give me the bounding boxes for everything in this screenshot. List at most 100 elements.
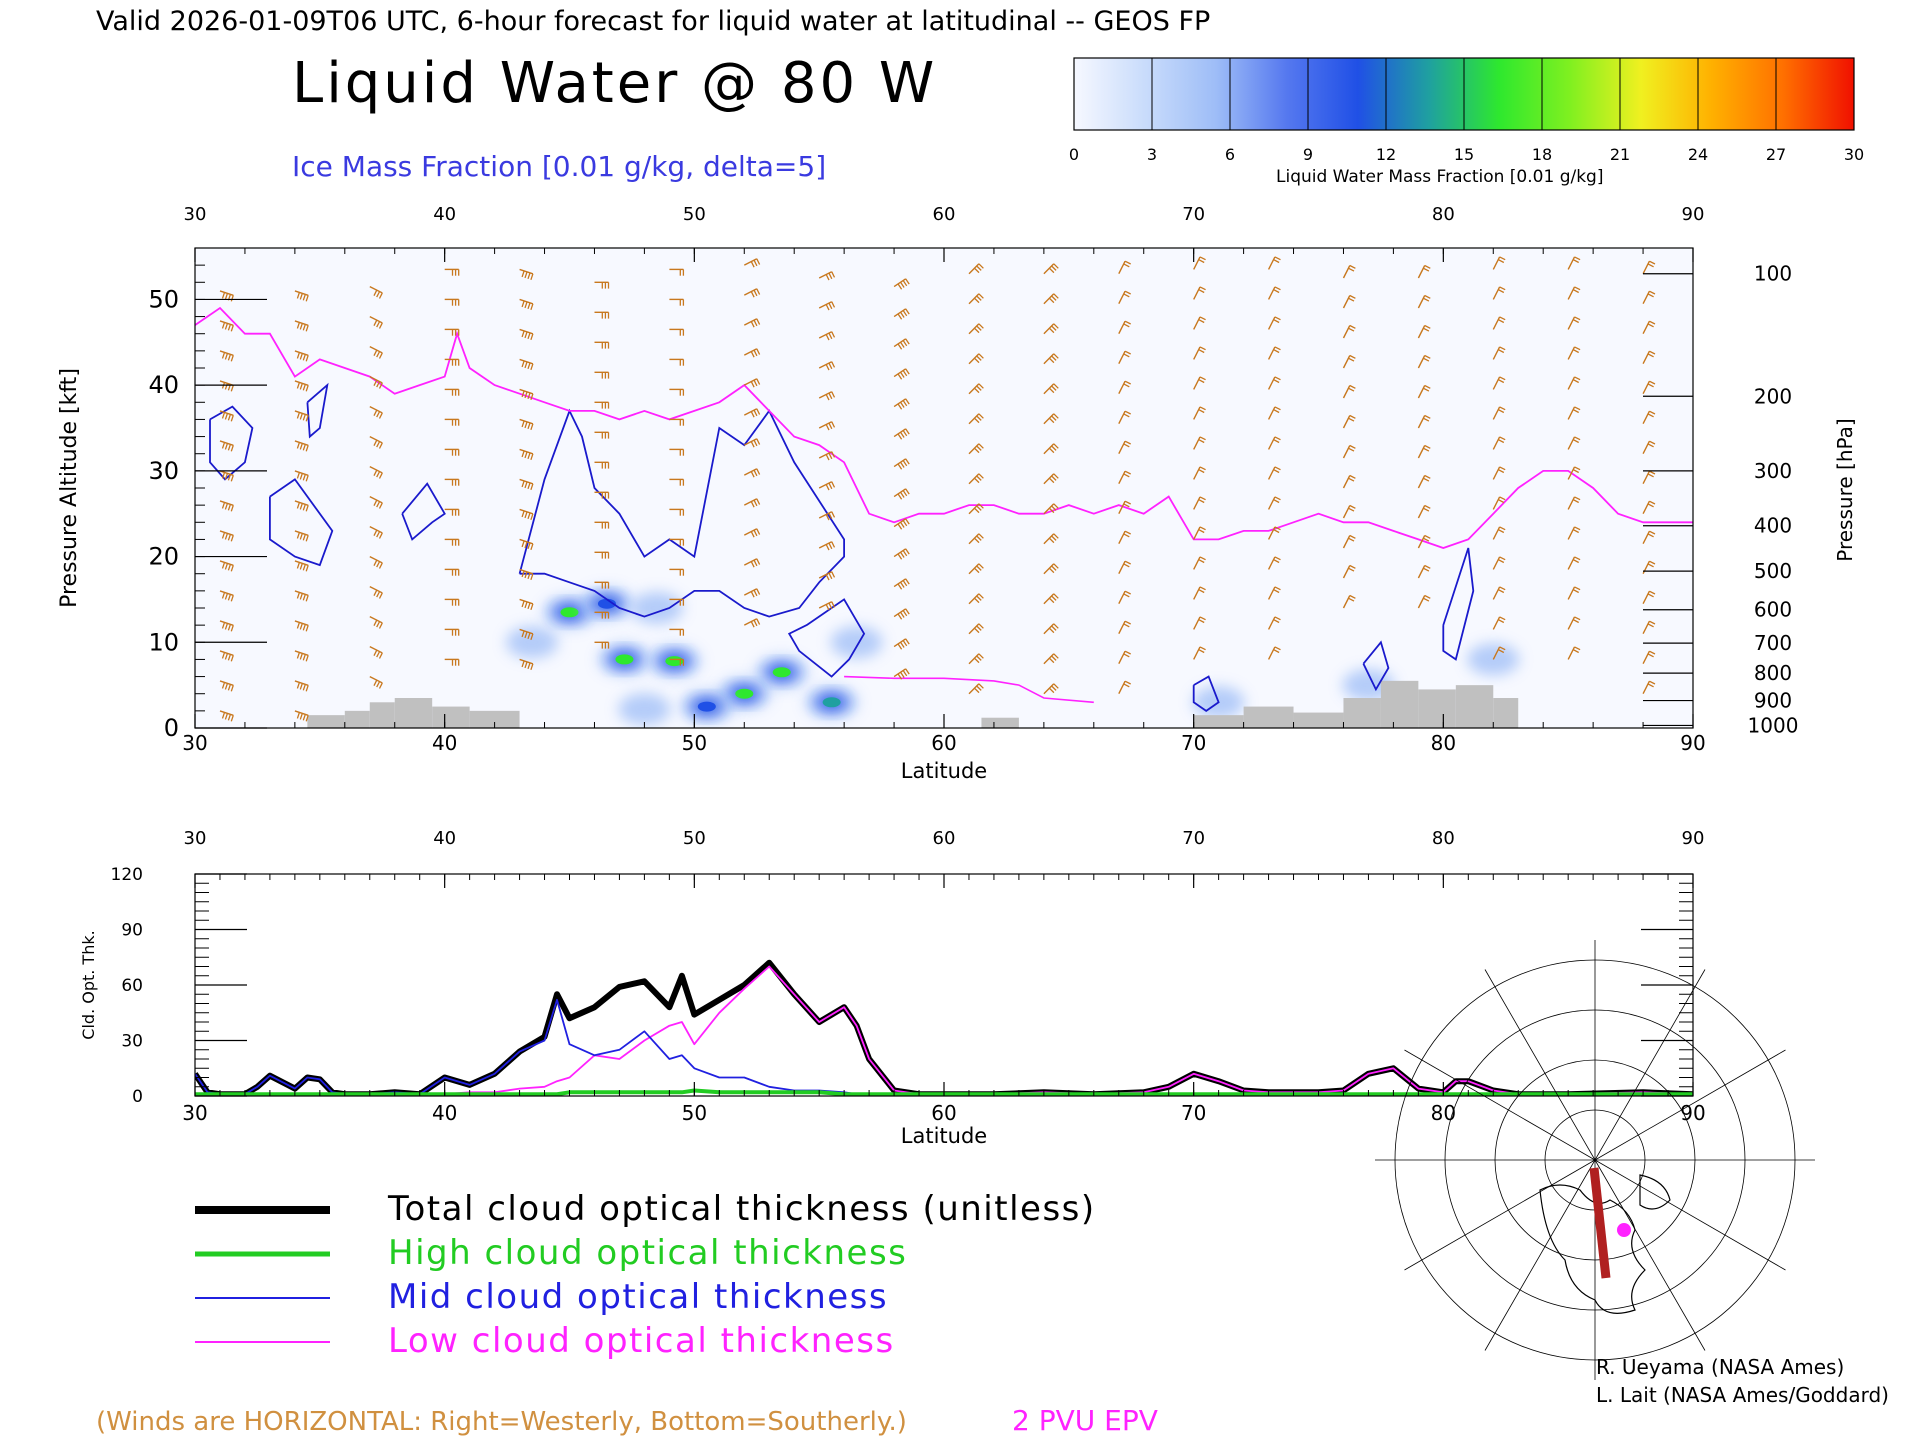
wind-barb — [968, 593, 984, 605]
topography-bar — [369, 702, 395, 728]
wind-barb — [669, 388, 685, 396]
pressure-tick-label: 300 — [1754, 459, 1792, 483]
liquid-water-peak — [615, 654, 634, 665]
x-tick-label: 40 — [432, 1101, 457, 1125]
wind-barb — [1567, 436, 1581, 450]
wind-barb — [818, 451, 836, 461]
wind-barb — [743, 408, 761, 418]
legend-label: High cloud optical thickness — [388, 1233, 907, 1273]
wind-barb — [1567, 316, 1581, 330]
colorbar-tick-label: 15 — [1454, 145, 1474, 164]
colorbar-tick-label: 9 — [1303, 145, 1313, 164]
wind-barb — [594, 551, 610, 559]
wind-barb — [1567, 466, 1581, 480]
wind-barb — [893, 638, 910, 650]
wind-barb — [1043, 473, 1059, 485]
wind-barb — [369, 675, 383, 689]
wind-barb — [369, 495, 383, 509]
wind-barb — [369, 465, 383, 479]
wind-barb — [1567, 256, 1581, 270]
wind-barb — [1492, 376, 1506, 390]
wind-barb — [1642, 320, 1656, 335]
wind-barb — [743, 378, 761, 388]
wind-barb — [1417, 444, 1431, 459]
x-tick-label: 30 — [182, 731, 207, 755]
wind-barb — [1043, 593, 1059, 605]
map-meridian — [1594, 1049, 1786, 1161]
liquid-water-peak — [697, 701, 716, 712]
wind-barb — [893, 308, 910, 320]
wind-barb — [219, 530, 234, 542]
wind-barb — [1492, 496, 1506, 510]
x-tick-label-top: 40 — [433, 204, 456, 225]
ice-contour — [401, 482, 446, 541]
liquid-water-peak — [665, 656, 684, 667]
wind-barb — [1342, 444, 1356, 459]
valid-line: Valid 2026-01-09T06 UTC, 6-hour forecast… — [96, 6, 1210, 37]
wind-barb — [1492, 346, 1506, 360]
wind-barb — [294, 530, 309, 542]
wind-barb — [743, 528, 761, 538]
wind-barb — [1642, 350, 1656, 365]
wind-barb — [1642, 410, 1656, 425]
wind-barb — [1417, 384, 1431, 399]
wind-barb — [369, 615, 383, 629]
topography-bar — [1455, 685, 1494, 728]
pressure-tick-label: 600 — [1754, 598, 1792, 622]
wind-barb — [669, 658, 685, 666]
bottom-plot-background — [195, 874, 1693, 1096]
cloud-optical-thickness-plot: 30 30 40 40 50 50 60 60 70 70 80 80 90 90 0 30 60 90 120 — [111, 828, 1706, 1125]
wind-barb — [1567, 646, 1581, 660]
wind-barb — [1567, 586, 1581, 600]
wind-barb — [1118, 260, 1131, 275]
wind-barb — [1492, 616, 1506, 630]
wind-barb — [893, 428, 910, 440]
wind-barb — [594, 611, 610, 619]
wind-barb — [1417, 504, 1431, 519]
wind-barb — [1193, 286, 1206, 300]
wind-barb — [1567, 406, 1581, 420]
wind-barb — [594, 641, 610, 649]
topography-bar — [1418, 689, 1456, 728]
legend-label: Mid cloud optical thickness — [388, 1277, 888, 1317]
pressure-tick-label: 400 — [1754, 514, 1792, 538]
wind-barb — [1043, 323, 1059, 335]
wind-barb — [1267, 466, 1281, 480]
wind-barb — [1492, 526, 1506, 540]
wind-barb — [444, 388, 460, 396]
wind-barb — [519, 658, 534, 671]
wind-barb — [669, 538, 685, 546]
wind-barb — [1267, 436, 1281, 450]
topography-bar — [432, 706, 470, 728]
wind-barb — [1492, 316, 1506, 330]
x-tick-label-top: 90 — [1682, 204, 1705, 225]
wind-barb — [1193, 526, 1206, 540]
ice-contour — [306, 382, 329, 439]
wind-barb — [1342, 564, 1356, 579]
wind-barb — [1118, 500, 1131, 515]
pressure-tick-label: 800 — [1754, 661, 1792, 685]
wind-barb — [893, 458, 910, 470]
y-tick-label: 10 — [148, 628, 179, 656]
wind-barb — [1043, 383, 1059, 395]
wind-barb — [968, 413, 984, 425]
colorbar-tick-label: 3 — [1147, 145, 1157, 164]
wind-barb — [369, 525, 383, 539]
x-tick-label-top: 90 — [1682, 828, 1705, 849]
wind-barb — [369, 405, 383, 419]
wind-barb — [968, 353, 984, 365]
wind-barb — [1567, 556, 1581, 570]
wind-barb — [669, 478, 685, 486]
wind-barb — [369, 285, 383, 299]
wind-barb — [519, 298, 534, 311]
wind-barb — [818, 601, 836, 611]
x-tick-label: 90 — [1680, 1101, 1705, 1125]
top-xlabel: Latitude — [901, 759, 987, 783]
wind-barb — [1118, 650, 1131, 665]
wind-barb — [1642, 590, 1656, 605]
wind-barb — [1642, 650, 1656, 665]
wind-barb — [1043, 413, 1059, 425]
top-y2label: Pressure [hPa] — [1833, 418, 1857, 561]
wind-barb — [1567, 526, 1581, 540]
